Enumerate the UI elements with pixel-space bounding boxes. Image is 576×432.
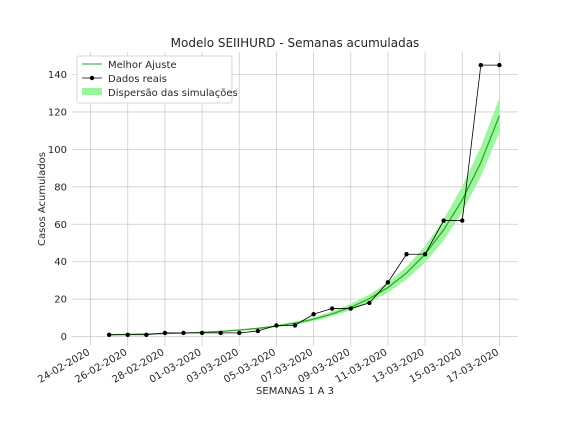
data-point-dados-reais [441,218,446,223]
x-axis-title: SEMANAS 1 A 3 [256,386,334,397]
legend-label-melhor-ajuste: Melhor Ajuste [108,60,177,71]
data-point-dados-reais [237,330,242,336]
data-point-dados-reais [106,332,112,337]
data-point-dados-reais [144,332,149,337]
data-point-dados-reais [274,323,279,328]
lines-layer [109,64,500,336]
y-tick-label: 140 [48,70,67,81]
data-point-dados-reais [497,62,502,68]
data-point-dados-reais [125,332,130,337]
legend: Melhor Ajuste Dados reais Dispersão das … [76,55,238,104]
legend-box [76,55,233,104]
y-tick-label: 40 [54,257,67,268]
data-point-dados-reais [311,311,316,317]
legend-patch-dispersao [82,88,102,95]
data-point-dados-reais [367,300,372,306]
data-point-dados-reais [199,330,205,336]
points-layer [106,62,502,337]
series-line-dados-reais [109,64,500,336]
data-point-dados-reais [422,252,428,257]
data-point-dados-reais [218,330,223,336]
y-tick-label: 80 [54,182,67,193]
data-point-dados-reais [348,306,353,311]
legend-label-dispersao: Dispersão das simulações [108,88,238,99]
chart-title: Modelo SEIIHURD - Semanas acumuladas [171,36,420,50]
data-point-dados-reais [255,328,261,334]
data-point-dados-reais [329,306,335,311]
y-tick-label: 0 [61,332,67,343]
y-tick-label: 20 [54,295,67,306]
legend-marker-dados-reais [89,75,95,81]
y-tick-label: 120 [48,107,67,118]
data-point-dados-reais [404,252,409,257]
legend-label-dados-reais: Dados reais [108,74,167,85]
data-point-dados-reais [292,323,298,328]
series-line-melhor-ajuste [109,115,500,336]
data-point-dados-reais [478,62,484,68]
y-tick-label: 60 [54,220,67,231]
data-point-dados-reais [162,330,168,336]
data-point-dados-reais [385,280,391,285]
y-tick-labels: 0 20 40 60 80 100 120 140 [48,70,67,343]
y-tick-label: 100 [48,145,67,156]
data-point-dados-reais [460,218,465,223]
data-point-dados-reais [181,330,186,336]
y-axis-title: Casos Acumulados [37,152,48,246]
